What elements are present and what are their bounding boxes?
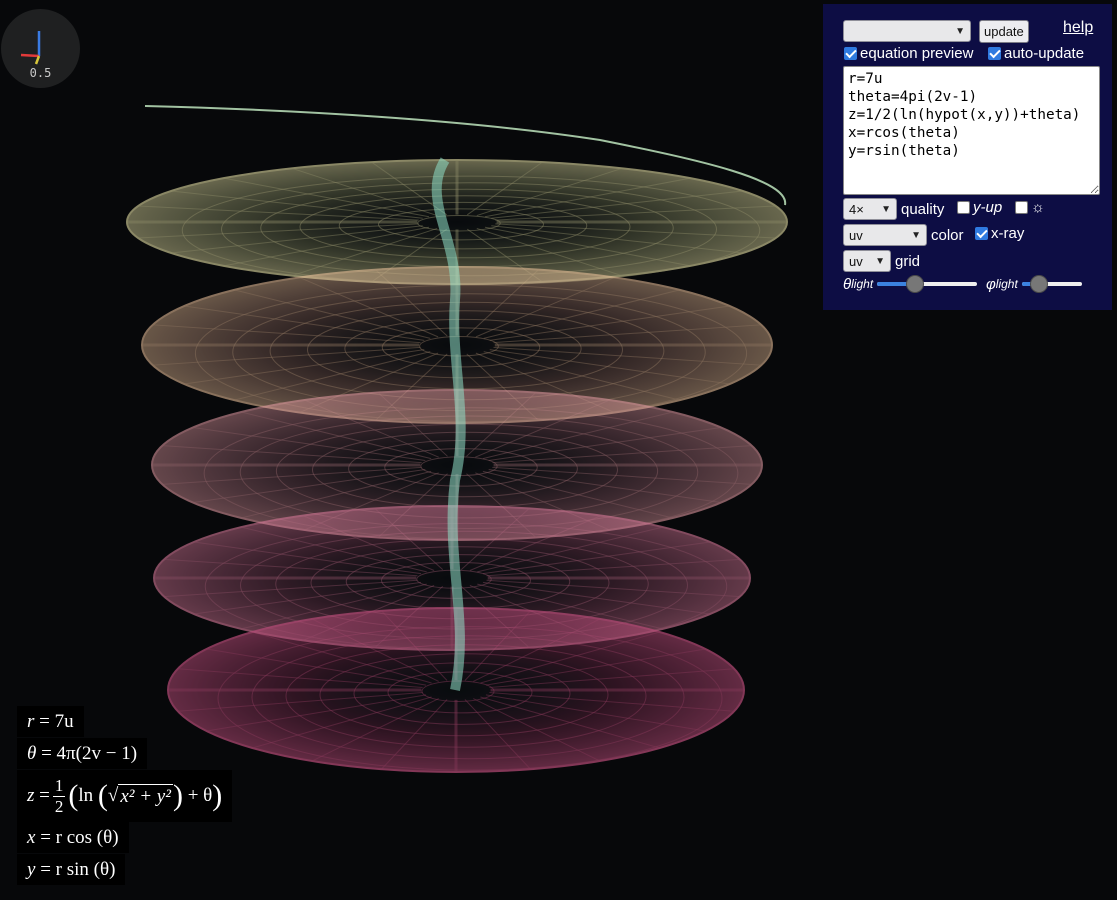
surface-axis-funnel bbox=[431, 157, 466, 692]
slider-thumb[interactable] bbox=[906, 275, 925, 293]
update-button[interactable]: update bbox=[979, 20, 1029, 43]
chevron-down-icon: ▼ bbox=[955, 25, 965, 37]
chevron-down-icon: ▼ bbox=[875, 255, 885, 267]
surface-layer-1 bbox=[126, 159, 788, 286]
color-select[interactable]: uv ▼ bbox=[843, 224, 927, 246]
phi-light-symbol: φ bbox=[986, 275, 996, 293]
sun-icon: ☼ bbox=[1031, 199, 1045, 216]
y-up-label: y-up bbox=[973, 199, 1003, 216]
preview-line-x: x = r cos (θ) bbox=[17, 822, 129, 853]
quality-label: quality bbox=[901, 200, 945, 218]
preview-line-theta: θ = 4π(2v − 1) bbox=[17, 738, 148, 769]
scale-label: 0.5 bbox=[29, 66, 52, 80]
axis-gizmo[interactable]: 0.5 bbox=[1, 9, 80, 88]
sun-checkbox[interactable] bbox=[1015, 201, 1028, 214]
surface-top-edge bbox=[144, 105, 787, 206]
color-label: color bbox=[931, 226, 964, 244]
theta-light-slider[interactable] bbox=[877, 275, 978, 293]
preview-line-r: r = 7u bbox=[17, 706, 84, 737]
y-up-checkbox[interactable] bbox=[957, 201, 970, 214]
xray-checkbox[interactable] bbox=[975, 227, 988, 240]
equation-preview-label: equation preview bbox=[860, 45, 974, 62]
slider-thumb[interactable] bbox=[1029, 275, 1048, 293]
xray-label: x-ray bbox=[991, 225, 1025, 242]
equation-preview-checkbox[interactable] bbox=[844, 47, 857, 60]
chevron-down-icon: ▼ bbox=[911, 229, 921, 241]
equation-editor[interactable]: r=7u theta=4pi(2v-1) z=1/2(ln(hypot(x,y)… bbox=[843, 66, 1100, 195]
control-panel: ▼ update help equation preview auto-upda… bbox=[823, 4, 1112, 310]
chevron-down-icon: ▼ bbox=[881, 203, 891, 215]
preview-line-y: y = r sin (θ) bbox=[17, 854, 126, 885]
theta-light-sub: light bbox=[851, 277, 874, 291]
auto-update-checkbox[interactable] bbox=[988, 47, 1001, 60]
axes-icon bbox=[20, 31, 41, 65]
auto-update-label: auto-update bbox=[1004, 45, 1085, 62]
grid-select[interactable]: uv ▼ bbox=[843, 250, 891, 272]
theta-light-symbol: θ bbox=[843, 275, 852, 293]
grid-label: grid bbox=[895, 252, 921, 270]
preset-select[interactable]: ▼ bbox=[843, 20, 971, 42]
help-link[interactable]: help bbox=[1063, 19, 1094, 36]
phi-light-slider[interactable] bbox=[1021, 275, 1082, 293]
phi-light-sub: light bbox=[995, 277, 1018, 291]
quality-select[interactable]: 4× ▼ bbox=[843, 198, 897, 220]
